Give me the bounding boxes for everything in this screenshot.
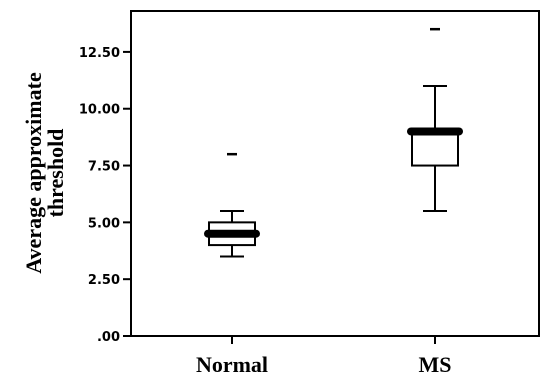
x-category-label-ms: MS (419, 352, 452, 377)
interquartile-box (411, 130, 459, 167)
y-axis-title-line-2: threshold (43, 129, 68, 218)
y-tick-label: 12.50 (79, 46, 120, 61)
y-axis-ticks: .00 2.50 5.00 7.50 10.00 12.50 (79, 46, 131, 345)
y-axis-title: Average approximate threshold (21, 72, 68, 274)
y-tick-label: .00 (97, 330, 120, 345)
x-category-label-normal: Normal (196, 352, 268, 377)
x-axis-category-labels: Normal MS (196, 336, 452, 377)
y-tick-label: 10.00 (79, 103, 120, 118)
y-axis-title-line-1: Average approximate (21, 72, 46, 274)
plot-frame (130, 10, 540, 337)
y-tick-label: 5.00 (88, 216, 120, 231)
box-plots (204, 27, 463, 258)
box-plot-normal (204, 152, 260, 258)
y-tick-label: 2.50 (88, 273, 120, 288)
box-plot-ms (407, 27, 463, 212)
y-tick-label: 7.50 (88, 160, 120, 175)
